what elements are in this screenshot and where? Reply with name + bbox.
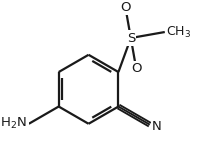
Text: O: O xyxy=(131,62,141,75)
Text: O: O xyxy=(120,1,131,14)
Text: N: N xyxy=(152,120,162,133)
Text: H$_2$N: H$_2$N xyxy=(0,116,27,131)
Text: CH$_3$: CH$_3$ xyxy=(166,24,192,40)
Text: S: S xyxy=(127,31,135,45)
